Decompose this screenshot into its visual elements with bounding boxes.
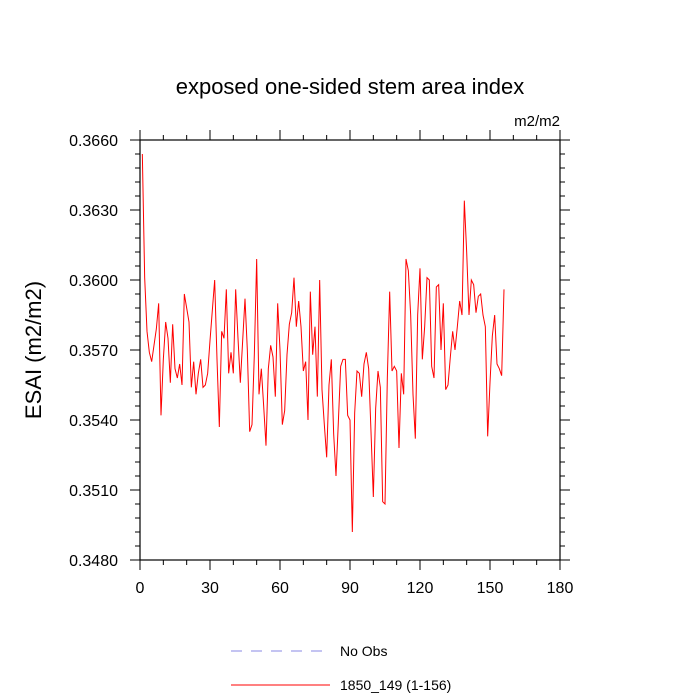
y-tick-label: 0.3570 bbox=[69, 343, 118, 360]
y-tick-label: 0.3480 bbox=[69, 553, 118, 570]
y-tick-label: 0.3660 bbox=[69, 133, 118, 150]
x-tick-label: 90 bbox=[341, 580, 359, 597]
y-tick-label: 0.3540 bbox=[69, 413, 118, 430]
legend-label-series: 1850_149 (1-156) bbox=[340, 677, 451, 693]
x-tick-label: 180 bbox=[547, 580, 574, 597]
x-tick-label: 60 bbox=[271, 580, 289, 597]
legend: No Obs 1850_149 (1-156) bbox=[231, 643, 451, 693]
series-line bbox=[141, 153, 505, 533]
x-tick-label: 150 bbox=[477, 580, 504, 597]
y-tick-label: 0.3510 bbox=[69, 483, 118, 500]
units-label: m2/m2 bbox=[514, 113, 560, 130]
y-tick-label: 0.3600 bbox=[69, 273, 118, 290]
tick-labels: 0 30 60 90 120 150 180 0.3480 0.3510 0.3540 0.3570… bbox=[69, 133, 573, 597]
x-tick-label: 120 bbox=[407, 580, 434, 597]
legend-label-no-obs: No Obs bbox=[340, 643, 387, 659]
chart-title: exposed one-sided stem area index bbox=[176, 74, 525, 99]
y-axis-label: ESAI (m2/m2) bbox=[21, 281, 46, 419]
axis-ticks bbox=[130, 130, 570, 570]
y-tick-label: 0.3630 bbox=[69, 203, 118, 220]
x-tick-label: 0 bbox=[136, 580, 145, 597]
series-layer bbox=[141, 153, 505, 533]
plot-frame bbox=[139, 139, 561, 561]
x-tick-label: 30 bbox=[201, 580, 219, 597]
